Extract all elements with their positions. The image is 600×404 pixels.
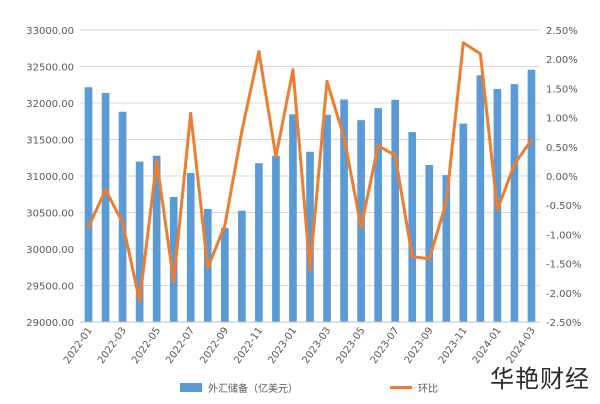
- line-point: [410, 255, 414, 259]
- y-right-tick-label: 1.00%: [546, 114, 578, 125]
- bar: [255, 163, 263, 322]
- bar: [306, 151, 314, 322]
- x-tick-label: 2022-05: [130, 325, 163, 366]
- x-tick-label: 2023-07: [369, 325, 402, 366]
- x-axis: 2022-01 2022-03 2022-05 2022-07 2022-09 2022-…: [62, 321, 540, 366]
- line-point: [478, 52, 482, 56]
- x-tick-label: 2023-03: [301, 325, 334, 366]
- bar: [238, 210, 246, 322]
- line-point: [240, 129, 244, 133]
- y-axis-left: 33000.00 32500.00 32000.00 31500.00 31000.00…: [26, 26, 74, 329]
- x-tick-label: 2022-09: [198, 325, 231, 366]
- y-left-tick-label: 29000.00: [26, 318, 74, 329]
- bar: [118, 111, 127, 322]
- bar: [340, 99, 348, 322]
- x-tick-label: 2023-01: [266, 325, 299, 366]
- legend-label: 外汇储备（亿美元）: [208, 382, 298, 395]
- line-point: [257, 50, 261, 54]
- line-point: [325, 79, 329, 83]
- legend: 外汇储备（亿美元） 环比: [180, 382, 438, 395]
- line-point: [512, 162, 516, 166]
- x-tick-label: 2022-01: [62, 325, 95, 366]
- y-left-tick-label: 30000.00: [26, 245, 74, 256]
- bar: [220, 227, 229, 322]
- y-right-tick-label: 0.50%: [546, 143, 578, 154]
- bar: [442, 175, 451, 322]
- line-point: [427, 257, 431, 261]
- line-series: [87, 41, 533, 303]
- line-point: [172, 280, 176, 284]
- y-right-tick-label: 2.50%: [546, 26, 578, 37]
- y-right-tick-label: 2.00%: [546, 55, 578, 66]
- line-point: [461, 41, 465, 45]
- y-axis-right: 2.50% 2.00% 1.50% 1.00% 0.50% 0.00% -0.50% -1.0…: [546, 26, 581, 329]
- line-point: [342, 135, 346, 139]
- line-point: [359, 225, 363, 229]
- line-point: [529, 138, 533, 142]
- bar: [510, 84, 519, 322]
- bar: [425, 164, 434, 322]
- bar: [152, 155, 161, 322]
- bar: [186, 173, 195, 322]
- bar: [84, 87, 93, 323]
- y-right-tick-label: -0.50%: [546, 201, 581, 212]
- bar: [323, 114, 331, 323]
- bar: [476, 75, 485, 322]
- y-left-tick-label: 32000.00: [26, 99, 74, 110]
- x-tick-label: 2023-05: [335, 325, 368, 366]
- y-left-tick-label: 33000.00: [26, 26, 74, 37]
- bar-series: [84, 69, 536, 323]
- y-left-tick-label: 30500.00: [26, 209, 74, 220]
- x-tick-label: 2023-11: [437, 325, 470, 366]
- legend-label: 环比: [418, 383, 438, 395]
- line-point: [206, 266, 210, 270]
- y-left-tick-label: 31500.00: [26, 136, 74, 147]
- y-right-tick-label: -1.00%: [546, 230, 581, 241]
- y-left-tick-label: 29500.00: [26, 282, 74, 293]
- x-tick-label: 2022-07: [164, 325, 197, 366]
- bar: [374, 108, 382, 322]
- bar: [459, 123, 468, 322]
- line-point: [155, 159, 159, 163]
- y-left-tick-label: 32500.00: [26, 63, 74, 74]
- y-right-tick-label: 0.00%: [546, 172, 578, 183]
- x-tick-label: 2022-03: [96, 325, 129, 366]
- line-point: [495, 208, 499, 212]
- bar: [527, 69, 536, 322]
- line-point: [444, 200, 448, 204]
- line-point: [138, 299, 142, 303]
- bar: [169, 196, 178, 322]
- y-left-tick-label: 31000.00: [26, 172, 74, 183]
- bar: [391, 99, 400, 323]
- bar: [408, 132, 417, 322]
- watermark-logo: 华艳财经: [490, 365, 590, 393]
- bar: [272, 155, 280, 322]
- line-point: [308, 268, 312, 272]
- bar: [135, 161, 144, 322]
- line-point: [291, 68, 295, 72]
- x-tick-label: 2022-11: [232, 325, 265, 366]
- y-right-tick-label: 1.50%: [546, 84, 578, 95]
- x-tick-label: 2023-09: [403, 325, 436, 366]
- line-point: [104, 188, 108, 192]
- line-point: [376, 144, 380, 148]
- line-point: [189, 112, 193, 116]
- line-point: [393, 154, 397, 158]
- y-right-tick-label: -2.00%: [546, 289, 581, 300]
- y-right-tick-label: -1.50%: [546, 260, 581, 271]
- line-point: [274, 155, 278, 159]
- y-right-tick-label: -2.50%: [546, 318, 581, 329]
- bar: [289, 114, 297, 322]
- line-point: [87, 225, 91, 229]
- bar: [101, 92, 110, 323]
- line-point: [223, 224, 227, 228]
- legend-swatch-bar: [180, 383, 202, 392]
- line-point: [121, 221, 125, 225]
